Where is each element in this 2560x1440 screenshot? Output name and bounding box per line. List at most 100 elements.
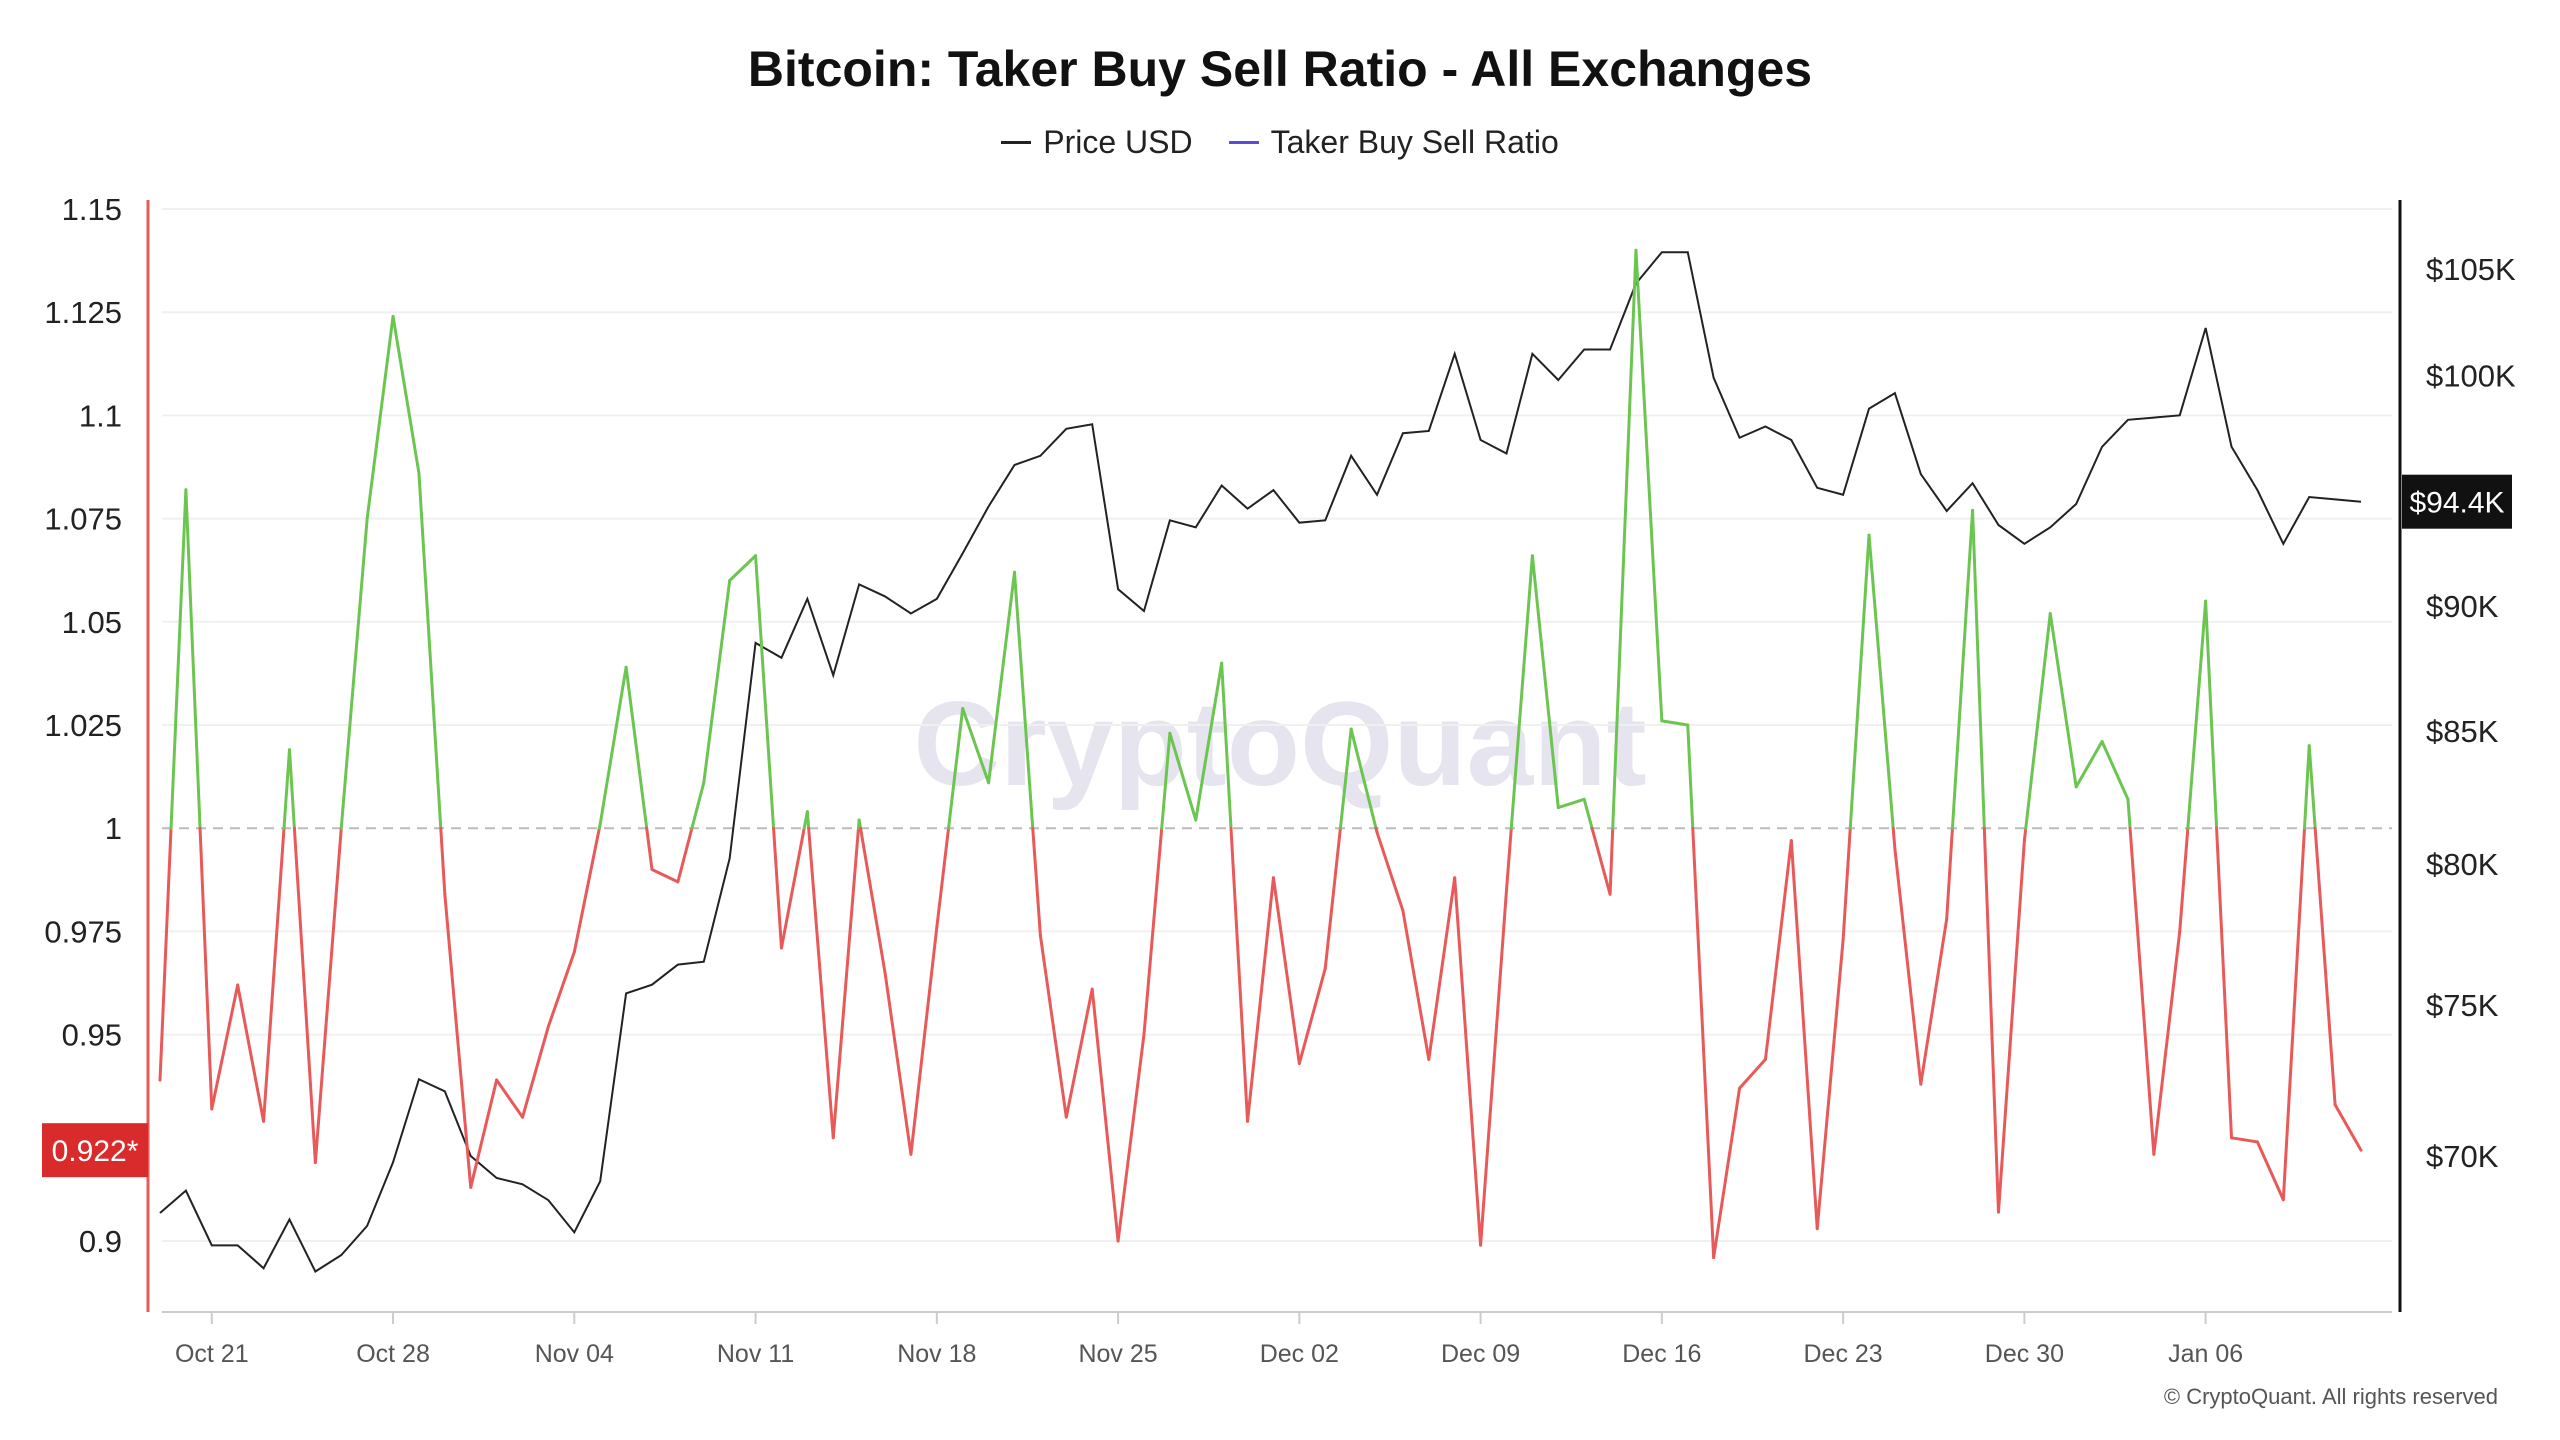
ratio-line-segment xyxy=(1996,839,2026,1214)
ratio-line-segment xyxy=(443,892,473,1189)
ratio-line-segment xyxy=(210,983,240,1111)
ratio-line-segment xyxy=(1763,839,1793,1061)
ratio-line-segment xyxy=(184,488,202,830)
ratio-line-segment xyxy=(1848,533,1871,830)
x-tick-label: Nov 18 xyxy=(897,1340,976,1368)
ratio-line-segment xyxy=(1919,917,1949,1086)
ratio-line-segment xyxy=(883,971,913,1156)
ratio-line-segment xyxy=(1686,723,1695,830)
legend-item-price[interactable]: Price USD xyxy=(1001,124,1193,161)
ratio-line-segment xyxy=(831,826,860,1140)
ratio-line-segment xyxy=(1815,938,1845,1231)
ratio-line-segment xyxy=(2126,797,2132,830)
ratio-line-segment xyxy=(391,314,421,475)
ratio-line-segment xyxy=(1691,826,1716,1260)
ratio-line-segment xyxy=(169,488,188,830)
ratio-line-segment xyxy=(1142,826,1164,1037)
ratio-line-segment xyxy=(772,826,783,950)
ratio-line-segment xyxy=(2204,599,2219,830)
left-tick-label: 1.125 xyxy=(44,295,122,330)
x-tick-label: Dec 02 xyxy=(1260,1340,1339,1368)
ratio-line-segment xyxy=(987,570,1017,785)
ratio-line-segment xyxy=(2128,826,2156,1156)
watermark: CryptoQuant xyxy=(913,677,1646,811)
ratio-line-segment xyxy=(1479,888,1508,1247)
ratio-line-segment xyxy=(1982,826,2000,1214)
ratio-line-segment xyxy=(779,826,806,950)
legend-label-price: Price USD xyxy=(1043,124,1193,160)
ratio-line-segment xyxy=(676,826,694,884)
ratio-line-segment xyxy=(1712,1086,1742,1260)
left-tick-label: 0.95 xyxy=(62,1018,122,1053)
ratio-line-segment xyxy=(961,706,991,785)
ratio-line-segment xyxy=(909,925,939,1156)
ratio-line-segment xyxy=(1504,826,1513,892)
ratio-line-segment xyxy=(1064,987,1094,1119)
left-tick-label: 0.975 xyxy=(44,914,122,949)
ratio-line-segment xyxy=(572,826,601,954)
ratio-line-segment xyxy=(1660,719,1690,727)
ratio-line-segment xyxy=(805,810,811,830)
ratio-line-segment xyxy=(1160,731,1172,830)
ratio-line-segment xyxy=(947,706,965,830)
copyright-text: © CryptoQuant. All rights reserved xyxy=(2163,1384,2498,1409)
ratio-line-segment xyxy=(546,950,576,1028)
right-tick-label: $100K xyxy=(2426,359,2516,394)
ratio-line-segment xyxy=(2313,826,2337,1107)
ratio-line-segment xyxy=(2255,1140,2285,1202)
right-tick-label: $80K xyxy=(2426,847,2499,882)
ratio-line-segment xyxy=(807,826,835,1140)
price-current-badge-text: $94.4K xyxy=(2409,487,2504,520)
price-current-badge xyxy=(2402,474,2512,529)
ratio-line-segment xyxy=(702,579,732,785)
ratio-line-segment xyxy=(1271,876,1301,1065)
ratio-line-segment xyxy=(2186,599,2208,830)
ratio-line-segment xyxy=(262,826,286,1123)
legend-item-ratio[interactable]: Taker Buy Sell Ratio xyxy=(1228,124,1559,161)
right-tick-label: $70K xyxy=(2426,1139,2499,1174)
ratio-line-segment xyxy=(1168,731,1198,822)
ratio-current-badge-text: 0.922* xyxy=(52,1135,139,1168)
legend: Price USD Taker Buy Sell Ratio xyxy=(0,124,2560,161)
ratio-line-segment xyxy=(495,1078,525,1119)
chart-title: Bitcoin: Taker Buy Sell Ratio - All Exch… xyxy=(747,41,1813,97)
ratio-line-segment xyxy=(2307,744,2317,830)
ratio-line-segment xyxy=(690,781,706,830)
ratio-line-segment xyxy=(1375,830,1405,913)
ratio-line-segment xyxy=(282,748,291,830)
left-tick-label: 1.15 xyxy=(62,192,122,227)
legend-swatch-ratio xyxy=(1228,141,1259,144)
ratio-line-segment xyxy=(1608,826,1615,896)
ratio-line-segment xyxy=(2100,740,2130,801)
x-tick-label: Nov 11 xyxy=(717,1340,794,1368)
ratio-line-segment xyxy=(2303,744,2311,830)
ratio-current-badge xyxy=(42,1123,148,1178)
ratio-line-segment xyxy=(1950,508,1975,830)
ratio-line-segment xyxy=(2024,612,2052,830)
ratio-line-segment xyxy=(521,1024,550,1119)
ratio-line-segment xyxy=(1891,826,1897,851)
ratio-line-segment xyxy=(1116,1033,1146,1243)
ratio-line-segment xyxy=(1971,508,1986,830)
ratio-line-segment xyxy=(1634,248,1664,723)
ratio-line-segment xyxy=(1738,1057,1767,1090)
left-tick-label: 1.05 xyxy=(62,605,122,640)
ratio-line-segment xyxy=(1867,533,1895,830)
ratio-line-segment xyxy=(1229,826,1250,1123)
ratio-line-segment xyxy=(1338,727,1353,830)
right-tick-label: $90K xyxy=(2426,589,2499,624)
ratio-line-segment xyxy=(292,826,317,1165)
x-tick-label: Jan 06 xyxy=(2168,1340,2243,1368)
right-tick-label: $75K xyxy=(2426,988,2499,1023)
ratio-line-segment xyxy=(2074,740,2104,789)
ratio-line-segment xyxy=(1297,967,1327,1065)
legend-swatch-price xyxy=(1001,141,1032,144)
ratio-line-segment xyxy=(645,826,654,871)
price-usd-line xyxy=(159,251,2362,1273)
x-tick-label: Oct 21 xyxy=(175,1340,249,1368)
ratio-line-segment xyxy=(1945,826,1954,921)
ratio-line-segment xyxy=(1590,826,1612,896)
ratio-line-segment xyxy=(1893,847,1923,1086)
ratio-line-segment xyxy=(1401,909,1431,1061)
